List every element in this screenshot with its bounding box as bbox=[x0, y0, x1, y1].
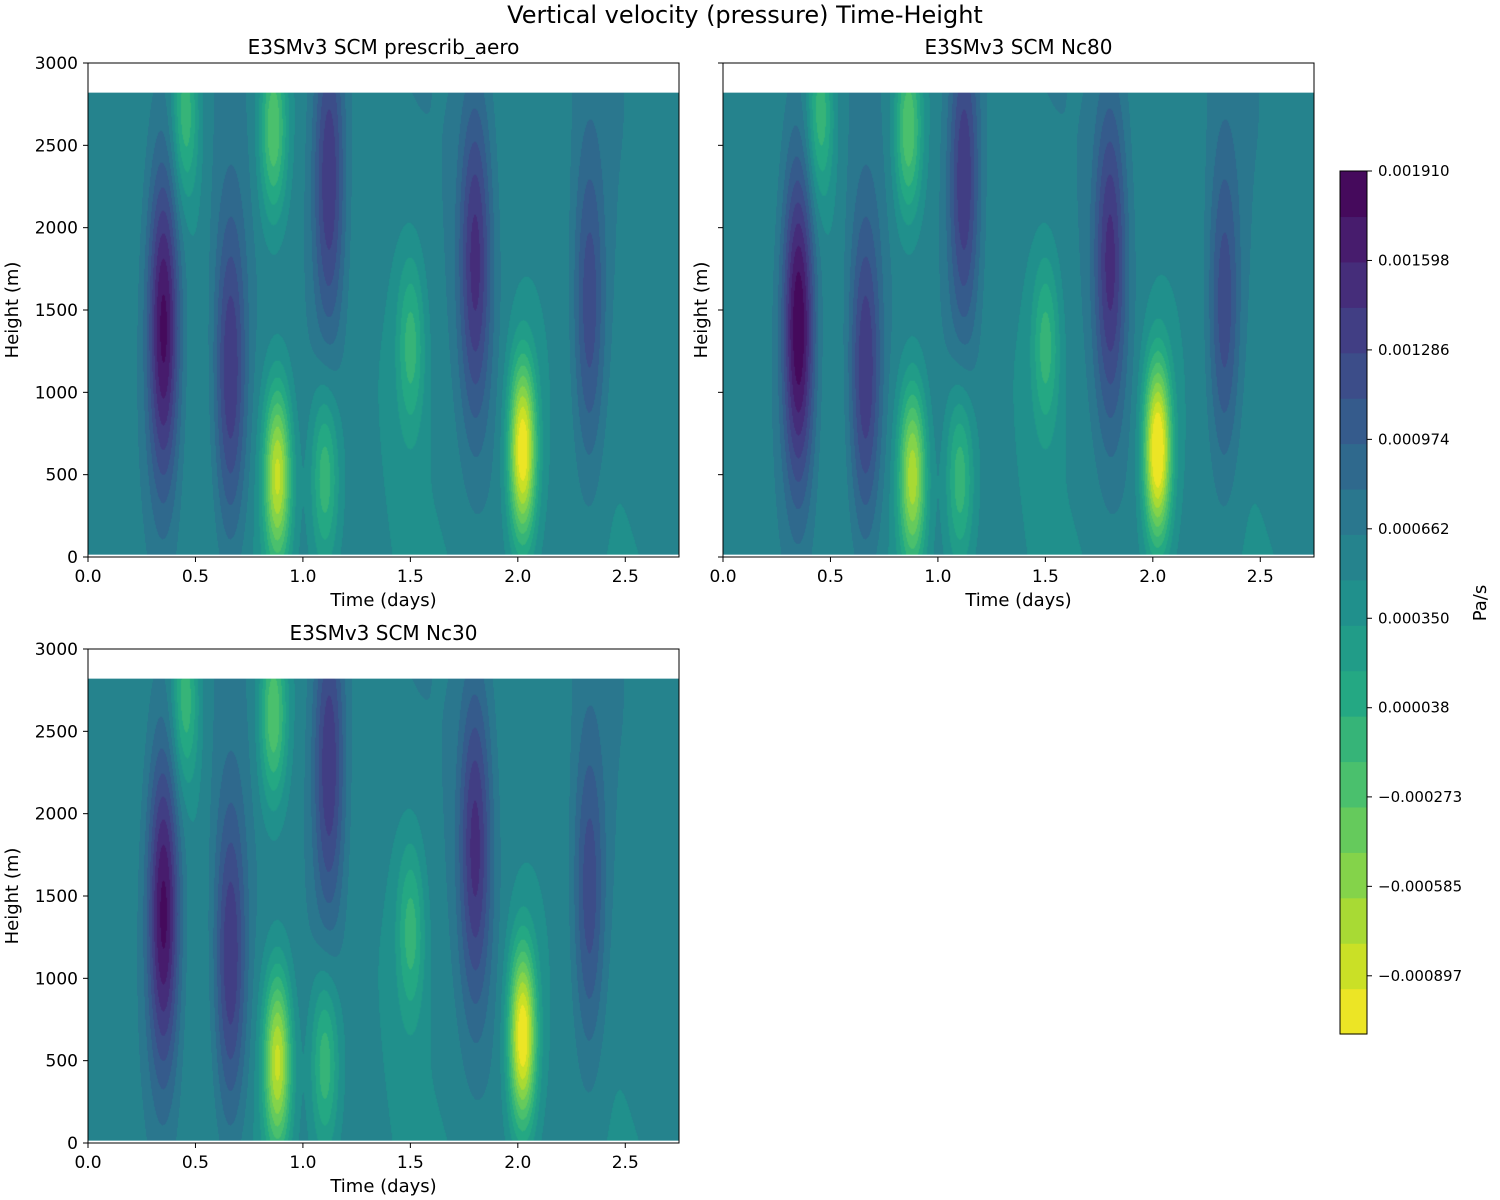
colorbar-segment bbox=[1340, 261, 1367, 308]
colorbar-tick-label: 0.000662 bbox=[1378, 520, 1450, 538]
colorbar-segment bbox=[1340, 761, 1367, 808]
x-tick-label: 1.5 bbox=[1032, 567, 1059, 587]
colorbar-segment bbox=[1340, 216, 1367, 263]
colorbar-tick-label: 0.000350 bbox=[1378, 609, 1450, 627]
y-tick-label: 3000 bbox=[35, 54, 78, 74]
x-tick-label: 2.0 bbox=[504, 567, 531, 587]
x-tick-label: 1.0 bbox=[289, 567, 316, 587]
colorbar-segment bbox=[1340, 579, 1367, 626]
colorbar-segment bbox=[1340, 307, 1367, 354]
colorbar-tick-label: 0.001910 bbox=[1378, 162, 1450, 180]
colorbar-tick-label: 0.001598 bbox=[1378, 251, 1450, 269]
colorbar-segment bbox=[1340, 443, 1367, 490]
x-tick-label: 2.5 bbox=[612, 1153, 639, 1173]
y-tick-label: 2500 bbox=[35, 722, 78, 742]
y-tick-label: 1500 bbox=[35, 887, 78, 907]
subplot-title: E3SMv3 SCM prescrib_aero bbox=[248, 35, 520, 59]
x-tick-label: 2.5 bbox=[1247, 567, 1274, 587]
x-tick-label: 0.0 bbox=[74, 567, 101, 587]
colorbar-tick-label: 0.000974 bbox=[1378, 430, 1450, 448]
x-axis-label: Time (days) bbox=[329, 590, 436, 611]
x-tick-label: 2.0 bbox=[1139, 567, 1166, 587]
y-tick-label: 0 bbox=[67, 548, 78, 568]
colorbar-segment bbox=[1340, 398, 1367, 445]
subplot-3: E3SMv3 SCM Nc30 0.0 0.5 1.0 1.5 2.0 2.5 Time (d… bbox=[2, 621, 680, 1197]
subplot-2: E3SMv3 SCM Nc80 0.0 0.5 1.0 1.5 2.0 2.5 Time (d… bbox=[691, 35, 1315, 611]
figure-title: Vertical velocity (pressure) Time-Height bbox=[507, 1, 983, 29]
colorbar-segment bbox=[1340, 488, 1367, 535]
x-tick-label: 2.5 bbox=[612, 567, 639, 587]
colorbar-tick-label: −0.000897 bbox=[1378, 967, 1462, 985]
subplot-1: E3SMv3 SCM prescrib_aero 0.0 0.5 1.0 1.5 2.0 2… bbox=[2, 35, 680, 611]
colorbar-segment bbox=[1340, 988, 1367, 1035]
colorbar-segment bbox=[1340, 716, 1367, 763]
y-tick-label: 500 bbox=[46, 466, 78, 486]
y-tick-label: 3000 bbox=[35, 640, 78, 660]
subplot-title: E3SMv3 SCM Nc30 bbox=[290, 621, 478, 645]
x-tick-label: 1.5 bbox=[397, 1153, 424, 1173]
x-axis-label: Time (days) bbox=[329, 1176, 436, 1197]
x-tick-label: 0.5 bbox=[182, 1153, 209, 1173]
colorbar-segment bbox=[1340, 806, 1367, 853]
y-tick-label: 0 bbox=[67, 1134, 78, 1154]
y-tick-label: 2000 bbox=[35, 219, 78, 239]
y-tick-label: 1000 bbox=[35, 969, 78, 989]
subplot-panels: E3SMv3 SCM prescrib_aero 0.0 0.5 1.0 1.5 2.0 2… bbox=[2, 35, 1315, 1197]
contour-field bbox=[88, 92, 679, 555]
colorbar-segment bbox=[1340, 534, 1367, 581]
x-axis-label: Time (days) bbox=[964, 590, 1071, 611]
colorbar-segment bbox=[1340, 670, 1367, 717]
y-tick-label: 1500 bbox=[35, 301, 78, 321]
y-tick-label: 2000 bbox=[35, 805, 78, 825]
x-tick-label: 0.5 bbox=[182, 567, 209, 587]
colorbar-segment bbox=[1340, 852, 1367, 899]
colorbar-segment bbox=[1340, 943, 1367, 990]
x-tick-label: 0.0 bbox=[709, 567, 736, 587]
x-tick-label: 0.5 bbox=[817, 567, 844, 587]
y-axis-label: Height (m) bbox=[2, 262, 23, 359]
colorbar-segment bbox=[1340, 171, 1367, 218]
y-axis-label: Height (m) bbox=[2, 848, 23, 945]
colorbar-tick-label: 0.001286 bbox=[1378, 341, 1450, 359]
colorbar-segment bbox=[1340, 352, 1367, 399]
y-axis-label: Height (m) bbox=[691, 262, 712, 359]
y-tick-label: 2500 bbox=[35, 136, 78, 156]
x-tick-label: 0.0 bbox=[74, 1153, 101, 1173]
colorbar-tick-label: −0.000273 bbox=[1378, 788, 1462, 806]
colorbar-segment bbox=[1340, 625, 1367, 672]
colorbar-frame bbox=[1339, 170, 1368, 1035]
colorbar-segment bbox=[1340, 897, 1367, 944]
subplot-title: E3SMv3 SCM Nc80 bbox=[925, 35, 1113, 59]
colorbar: 0.001910 0.001598 0.001286 0.000974 0.000662… bbox=[1339, 162, 1491, 1035]
y-tick-label: 500 bbox=[46, 1052, 78, 1072]
y-tick-label: 1000 bbox=[35, 383, 78, 403]
contour-field bbox=[88, 678, 679, 1141]
colorbar-tick-label: 0.000038 bbox=[1378, 699, 1450, 717]
colorbar-tick-label: −0.000585 bbox=[1378, 877, 1462, 895]
x-tick-label: 1.0 bbox=[924, 567, 951, 587]
colorbar-label: Pa/s bbox=[1470, 585, 1491, 622]
x-tick-label: 1.5 bbox=[397, 567, 424, 587]
x-tick-label: 1.0 bbox=[289, 1153, 316, 1173]
contour-field bbox=[723, 92, 1314, 555]
x-tick-label: 2.0 bbox=[504, 1153, 531, 1173]
